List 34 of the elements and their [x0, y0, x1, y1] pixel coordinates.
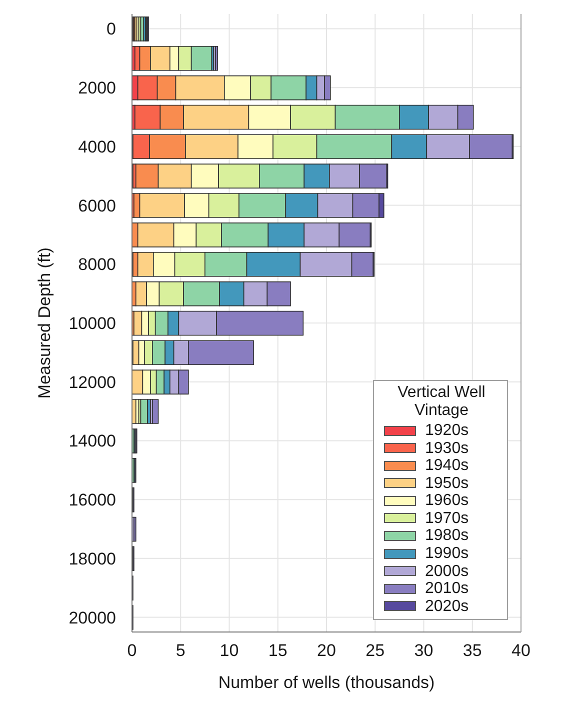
x-tick-label: 35 — [462, 641, 482, 660]
legend-label: 1920s — [425, 422, 469, 440]
x-tick-label: 25 — [366, 641, 385, 660]
x-tick-label: 10 — [220, 641, 239, 660]
y-tick-label: 8000 — [78, 255, 116, 274]
legend-label: 2000s — [425, 562, 469, 580]
legend-label: 1980s — [425, 527, 469, 544]
y-tick-label: 6000 — [78, 196, 116, 216]
legend-title: Vertical Well Vintage — [396, 384, 486, 420]
x-tick-label: 20 — [317, 641, 336, 660]
y-axis-title: Measured Depth (ft) — [35, 247, 54, 399]
x-tick-label: 30 — [414, 641, 434, 660]
y-tick-label: 12000 — [68, 372, 116, 392]
y-tick-label: 10000 — [68, 314, 116, 334]
y-tick-label: 16000 — [68, 490, 116, 510]
legend-label: 1990s — [425, 545, 469, 562]
y-tick-label: 4000 — [78, 137, 116, 156]
x-axis-title: Number of wells (thousands) — [218, 673, 435, 692]
x-tick-label: 0 — [127, 641, 137, 660]
x-tick-label: 5 — [176, 641, 186, 660]
legend-label: 2010s — [425, 580, 469, 598]
y-tick-label: 2000 — [78, 78, 116, 98]
legend-label: 1940s — [425, 457, 469, 474]
legend-label: 2020s — [425, 598, 469, 615]
legend-label: 1960s — [425, 492, 469, 510]
x-tick-label: 40 — [512, 641, 530, 660]
y-tick-label: 18000 — [68, 549, 116, 568]
legend-label: 1930s — [425, 440, 469, 457]
legend-label: 1950s — [425, 474, 469, 492]
y-tick-label: 0 — [106, 20, 116, 39]
y-tick-label: 20000 — [68, 608, 116, 628]
y-tick-label: 14000 — [68, 432, 116, 451]
legend-label: 1970s — [425, 510, 469, 527]
x-tick-label: 15 — [268, 641, 288, 660]
